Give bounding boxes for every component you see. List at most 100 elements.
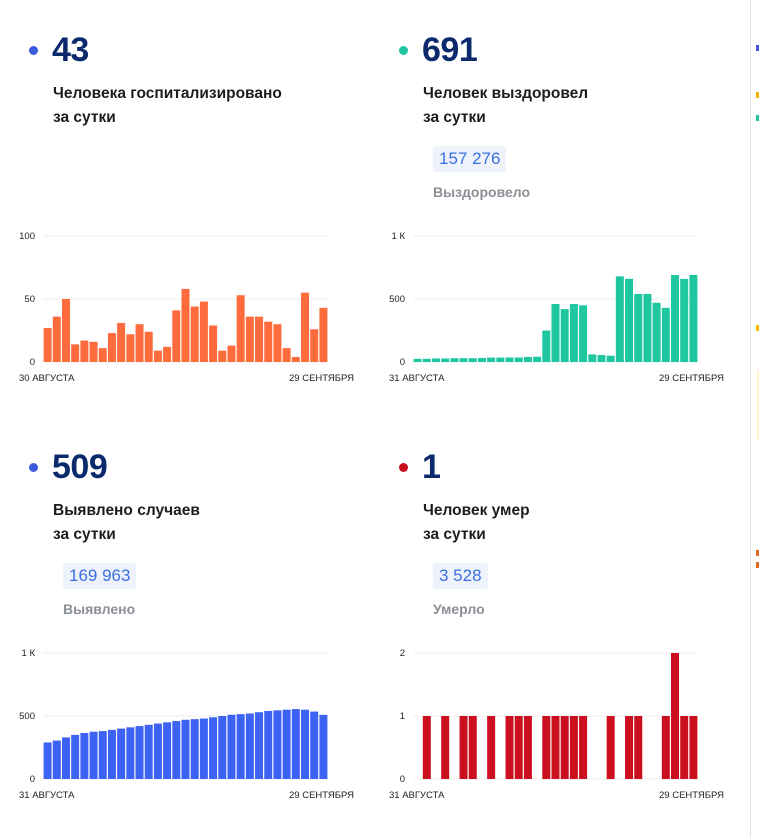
chart-bar: [80, 733, 89, 779]
chart-bar: [163, 722, 172, 779]
chart-bar: [542, 330, 551, 362]
y-tick-label: 2: [400, 648, 405, 659]
y-tick-label: 1 К: [392, 231, 406, 242]
chart-bar: [671, 653, 680, 779]
chart-bar: [255, 316, 264, 362]
chart-bar: [625, 278, 634, 362]
chart-bar: [523, 716, 532, 779]
chart-bar: [441, 716, 450, 779]
chart-bar: [199, 718, 208, 779]
cases-description: Выявлено случаев за сутки: [53, 499, 365, 547]
recovered-chart-svg: 0 500 1 К: [389, 231, 698, 368]
hospitalized-chart-svg: 0 50 100: [19, 231, 328, 368]
cases-panel: 509 Выявлено случаев за сутки 169 963 Вы…: [25, 445, 365, 617]
y-tick-label: 100: [19, 231, 35, 242]
chart-bar: [450, 358, 459, 362]
hospitalized-description: Человека госпитализировано за сутки: [53, 82, 365, 130]
chart-bar: [441, 358, 450, 362]
chart-bar: [43, 742, 52, 779]
chart-bar: [218, 350, 227, 362]
chart-bar: [89, 731, 98, 779]
chart-bar: [153, 723, 162, 779]
chart-bar: [117, 322, 126, 362]
y-tick-label: 500: [19, 711, 35, 722]
chart-bar: [514, 716, 523, 779]
x-end-label: 29 СЕНТЯБРЯ: [659, 790, 724, 801]
chart-bar: [496, 357, 505, 362]
chart-bar: [245, 713, 254, 779]
chart-bar: [181, 719, 190, 779]
chart-bar: [542, 716, 551, 779]
hospitalized-dot-icon: [29, 45, 38, 55]
recovered-chart: 0 500 1 К 31 АВГУСТА 29 СЕНТЯБРЯ: [385, 228, 725, 384]
chart-bar: [643, 293, 652, 362]
chart-bar: [153, 350, 162, 362]
recovered-line1: Человек выздоровел: [423, 85, 589, 102]
y-tick-label: 1: [400, 711, 405, 722]
side-scroll-edge: [750, 0, 759, 838]
chart-bar: [413, 358, 422, 362]
x-start-label: 31 АВГУСТА: [389, 373, 445, 384]
chart-bar: [199, 301, 208, 362]
chart-bar: [71, 344, 80, 362]
chart-bar: [615, 276, 624, 362]
recovered-total-badge: 157 276: [433, 146, 507, 172]
chart-bar: [523, 356, 532, 362]
chart-bar: [634, 293, 643, 362]
chart-bar: [468, 716, 477, 779]
chart-bar: [680, 716, 689, 779]
chart-bar: [52, 316, 61, 362]
chart-bar: [236, 714, 245, 779]
deaths-total-badge: 3 528: [433, 563, 488, 589]
chart-bar: [209, 717, 218, 779]
chart-bar: [190, 306, 199, 362]
chart-bar: [606, 716, 615, 779]
chart-bar: [236, 295, 245, 362]
y-tick-label: 1 К: [22, 648, 36, 659]
chart-bar: [107, 729, 116, 779]
chart-bar: [227, 345, 236, 362]
cases-chart-svg: 0 500 1 К: [19, 648, 328, 785]
chart-bar: [551, 304, 560, 362]
chart-bar: [560, 716, 569, 779]
chart-bar: [505, 357, 514, 362]
chart-bar: [671, 275, 680, 362]
chart-bar: [98, 731, 107, 779]
cases-dot-icon: [29, 462, 38, 472]
chart-bar: [569, 304, 578, 362]
chart-bar: [245, 316, 254, 362]
chart-bar: [163, 346, 172, 362]
chart-bar: [135, 324, 144, 362]
x-start-label: 31 АВГУСТА: [19, 790, 75, 801]
chart-bar: [422, 716, 431, 779]
chart-bar: [126, 727, 135, 779]
chart-bar: [227, 714, 236, 779]
chart-bar: [661, 716, 670, 779]
y-tick-label: 500: [389, 294, 405, 305]
chart-bar: [282, 348, 291, 362]
chart-bar: [264, 710, 273, 779]
chart-bar: [172, 721, 181, 779]
chart-bar: [117, 728, 126, 779]
chart-bar: [89, 341, 98, 362]
hospitalized-line1: Человека госпитализировано: [53, 85, 282, 102]
deaths-chart: 0 1 2 31 АВГУСТА 29 СЕНТЯБРЯ: [385, 645, 725, 801]
chart-bar: [514, 357, 523, 362]
chart-bar: [689, 716, 698, 779]
chart-bar: [319, 714, 328, 779]
chart-bar: [181, 288, 190, 362]
x-end-label: 29 СЕНТЯБРЯ: [289, 373, 354, 384]
chart-bar: [588, 354, 597, 362]
deaths-line1: Человек умер: [423, 502, 530, 519]
chart-bar: [310, 329, 319, 362]
cases-total-badge: 169 963: [63, 563, 137, 589]
x-start-label: 30 АВГУСТА: [19, 373, 75, 384]
chart-bar: [301, 709, 310, 779]
hospitalized-chart: 0 50 100 30 АВГУСТА 29 СЕНТЯБРЯ: [15, 228, 355, 384]
deaths-value: 1: [422, 447, 441, 486]
recovered-value: 691: [422, 30, 478, 69]
chart-bar: [505, 716, 514, 779]
chart-bar: [190, 719, 199, 779]
chart-bar: [218, 716, 227, 779]
cases-line2: за сутки: [53, 526, 116, 543]
